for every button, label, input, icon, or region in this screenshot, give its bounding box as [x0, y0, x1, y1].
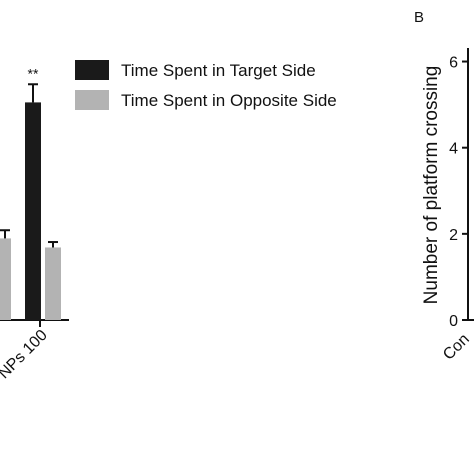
bar-opposite-partial — [0, 238, 11, 320]
legend-swatch-target — [75, 60, 109, 80]
legend-label-opposite: Time Spent in Opposite Side — [121, 91, 337, 110]
panel-b-ticks: 0 2 4 6 — [449, 55, 468, 330]
panel-b-label: B — [414, 9, 424, 26]
legend-label-target: Time Spent in Target Side — [121, 61, 316, 80]
panel-a-bars: ** — [0, 65, 61, 321]
panel-b-y-tick-label: 4 — [449, 141, 458, 158]
panel-b-y-tick-label: 2 — [449, 227, 458, 244]
panel-b-y-tick-label: 6 — [449, 55, 458, 72]
bar-target — [25, 102, 41, 321]
panel-b-x-tick-label: Con — [440, 331, 473, 364]
significance-marker: ** — [28, 65, 39, 81]
panel-b-y-tick-label: 0 — [449, 313, 458, 330]
panel-a-x-tick-label: NPs 100 — [0, 327, 51, 382]
legend-swatch-opposite — [75, 90, 109, 110]
bar-opposite — [45, 247, 61, 320]
panel-b-y-axis-label: Number of platform crossing — [421, 66, 442, 305]
legend: Time Spent in Target Side Time Spent in … — [75, 60, 337, 110]
